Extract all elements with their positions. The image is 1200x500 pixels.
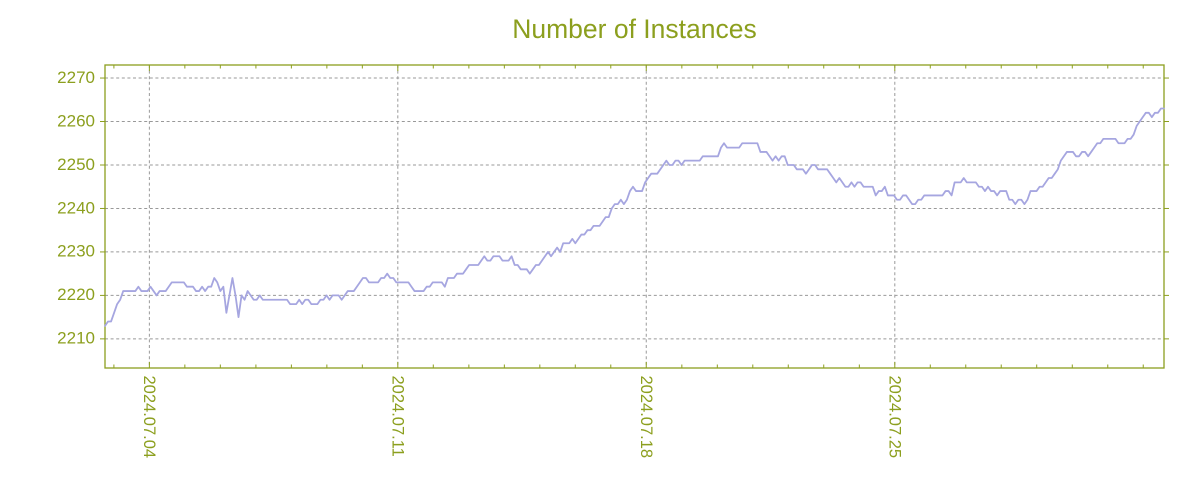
svg-text:2024.07.18: 2024.07.18	[637, 376, 655, 459]
svg-text:2260: 2260	[57, 111, 95, 130]
svg-text:2240: 2240	[57, 198, 95, 217]
svg-text:2024.07.25: 2024.07.25	[885, 376, 903, 459]
svg-text:2270: 2270	[57, 68, 95, 87]
svg-text:2230: 2230	[57, 242, 95, 261]
svg-text:2220: 2220	[57, 285, 95, 304]
svg-text:2024.07.04: 2024.07.04	[140, 376, 158, 459]
svg-text:2024.07.11: 2024.07.11	[388, 376, 406, 457]
svg-text:2210: 2210	[57, 329, 95, 348]
svg-text:2250: 2250	[57, 155, 95, 174]
